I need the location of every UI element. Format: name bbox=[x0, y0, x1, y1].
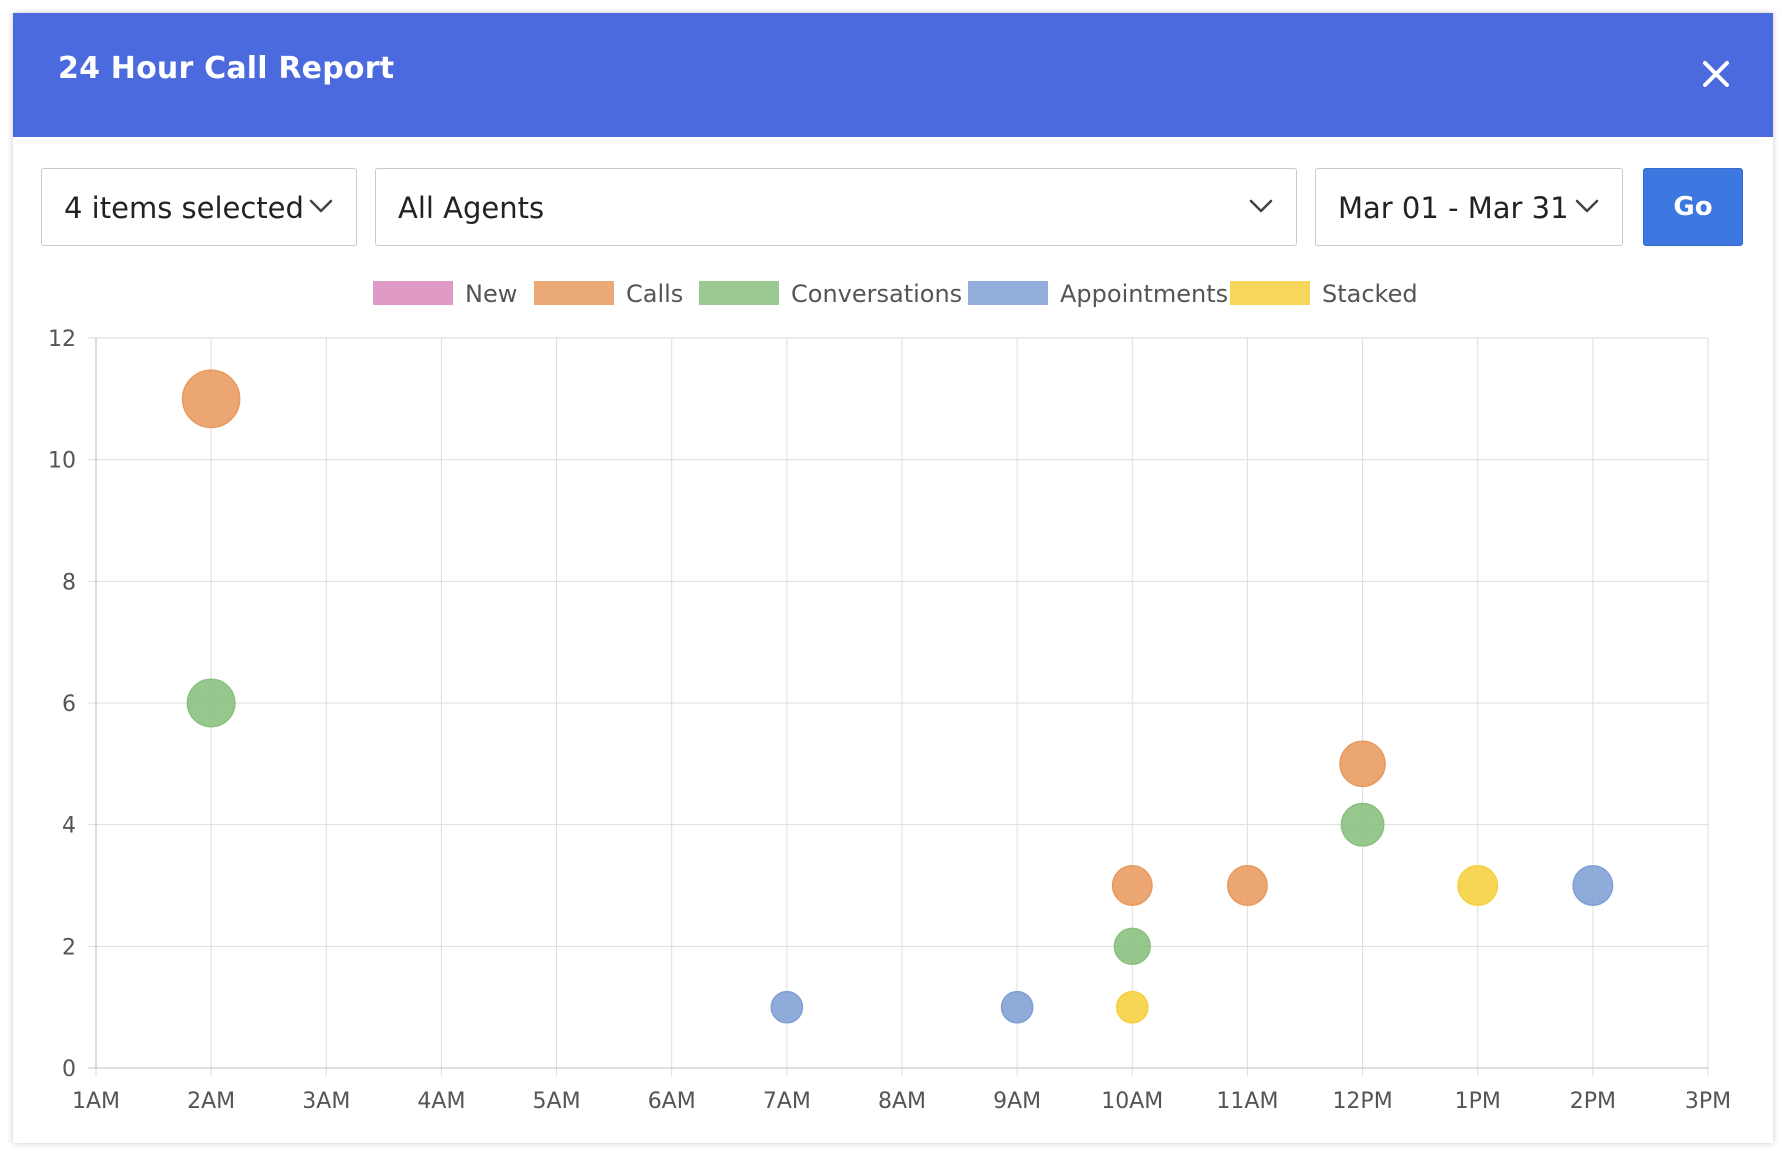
x-tick-label: 1AM bbox=[72, 1089, 120, 1114]
y-tick-label: 0 bbox=[62, 1057, 76, 1082]
bubble-point bbox=[186, 678, 236, 728]
x-tick-label: 7AM bbox=[763, 1089, 811, 1114]
x-tick-label: 3AM bbox=[302, 1089, 350, 1114]
bubble-point bbox=[1340, 802, 1385, 847]
bubble-point bbox=[1226, 865, 1268, 906]
legend-swatch bbox=[534, 281, 614, 305]
y-tick-label: 12 bbox=[48, 327, 76, 352]
x-tick-label: 11AM bbox=[1216, 1089, 1278, 1114]
x-tick-label: 6AM bbox=[648, 1089, 696, 1114]
x-tick-label: 5AM bbox=[533, 1089, 581, 1114]
chevron-down-icon bbox=[1249, 199, 1273, 213]
bubble-point bbox=[1457, 865, 1499, 906]
items-select-value: 4 items selected bbox=[64, 191, 304, 225]
modal-title: 24 Hour Call Report bbox=[58, 51, 395, 86]
call-report-modal: 24 Hour Call Report 4 items selected All… bbox=[13, 13, 1773, 1143]
bubble-point bbox=[1339, 740, 1386, 788]
y-tick-label: 6 bbox=[62, 692, 76, 717]
legend-swatch bbox=[373, 281, 453, 305]
items-select[interactable]: 4 items selected bbox=[41, 168, 357, 246]
bubble-point bbox=[1113, 927, 1151, 966]
bubble-chart: 1AM 2AM 3AM 4AM 5AM 6AM 7AM 8AM 9AM 10AM 11AM 12PM 1… bbox=[48, 280, 1731, 1114]
legend-swatch bbox=[968, 281, 1048, 305]
legend-label: Stacked bbox=[1322, 280, 1418, 308]
legend-label: Conversations bbox=[791, 280, 962, 308]
x-tick-label: 2PM bbox=[1570, 1089, 1616, 1114]
bubble-point bbox=[1572, 865, 1614, 906]
y-tick-label: 4 bbox=[62, 814, 76, 839]
x-tick-label: 9AM bbox=[993, 1089, 1041, 1114]
x-tick-label: 8AM bbox=[878, 1089, 926, 1114]
chevron-down-icon bbox=[1575, 199, 1599, 213]
x-tick-label: 2AM bbox=[187, 1089, 235, 1114]
go-button[interactable]: Go bbox=[1643, 168, 1743, 246]
legend-swatch bbox=[1230, 281, 1310, 305]
y-tick-label: 8 bbox=[62, 570, 76, 595]
legend-swatch bbox=[699, 281, 779, 305]
date-range-select[interactable]: Mar 01 - Mar 31 bbox=[1315, 168, 1623, 246]
bubble-point bbox=[1115, 990, 1149, 1024]
filter-toolbar: 4 items selected All Agents Mar 01 - Mar… bbox=[13, 168, 1773, 248]
chevron-down-icon bbox=[309, 199, 333, 213]
legend-label: Appointments bbox=[1060, 280, 1228, 308]
x-tick-label: 10AM bbox=[1101, 1089, 1163, 1114]
modal-header: 24 Hour Call Report bbox=[13, 13, 1773, 137]
x-tick-label: 4AM bbox=[417, 1089, 465, 1114]
x-tick-label: 12PM bbox=[1332, 1089, 1392, 1114]
bubble-point bbox=[1000, 990, 1034, 1024]
x-tick-label: 1PM bbox=[1455, 1089, 1501, 1114]
agents-select[interactable]: All Agents bbox=[375, 168, 1297, 246]
agents-select-value: All Agents bbox=[398, 191, 545, 225]
bubble-point bbox=[770, 990, 804, 1024]
x-tick-label: 3PM bbox=[1685, 1089, 1731, 1114]
bubble-point bbox=[1111, 865, 1153, 906]
date-range-value: Mar 01 - Mar 31 bbox=[1338, 191, 1569, 225]
legend-label: New bbox=[465, 280, 517, 308]
y-tick-label: 2 bbox=[62, 935, 76, 960]
bubble-point bbox=[181, 369, 241, 429]
legend-label: Calls bbox=[626, 280, 683, 308]
close-icon[interactable] bbox=[1699, 57, 1733, 91]
y-tick-label: 10 bbox=[48, 449, 76, 474]
